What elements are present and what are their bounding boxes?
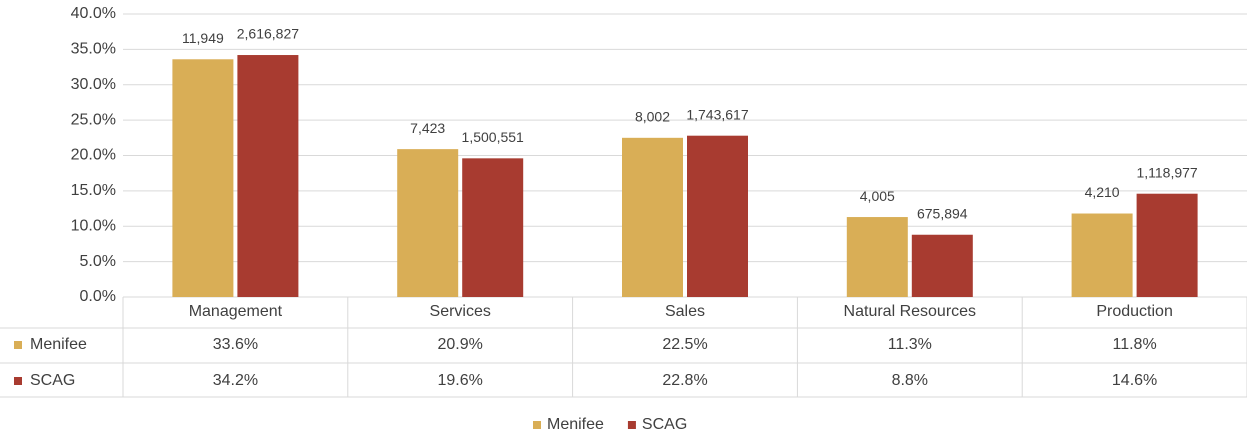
data-label: 4,005: [860, 188, 895, 204]
x-tick-label: Sales: [665, 303, 705, 320]
y-tick-label: 10.0%: [71, 217, 116, 234]
x-tick-label: Services: [430, 303, 491, 320]
bar: [172, 59, 234, 297]
data-label: 675,894: [917, 205, 968, 221]
bar: [911, 234, 973, 297]
y-tick-label: 20.0%: [71, 147, 116, 164]
bar: [397, 149, 459, 297]
table-cell: 14.6%: [1112, 372, 1157, 389]
data-label: 11,949: [182, 30, 224, 46]
x-tick-label: Natural Resources: [844, 303, 977, 320]
legend-key: [533, 421, 541, 429]
legend-key: [14, 377, 22, 385]
table-cell: 8.8%: [892, 372, 928, 389]
legend-label: SCAG: [30, 372, 75, 389]
table-cell: 20.9%: [438, 336, 483, 353]
legend-label: SCAG: [642, 416, 687, 433]
y-tick-label: 35.0%: [71, 41, 116, 58]
legend-key: [14, 341, 22, 349]
table-cell: 22.5%: [662, 336, 707, 353]
table-cell: 22.8%: [662, 372, 707, 389]
bar: [1136, 193, 1198, 297]
legend-label: Menifee: [547, 416, 604, 433]
data-label: 1,743,617: [686, 106, 748, 122]
x-tick-label: Management: [189, 303, 283, 320]
data-label: 7,423: [410, 120, 445, 136]
y-tick-label: 30.0%: [71, 76, 116, 93]
y-tick-label: 0.0%: [80, 288, 116, 305]
bar: [687, 135, 748, 297]
data-label: 1,500,551: [462, 129, 524, 145]
data-label: 4,210: [1085, 184, 1120, 200]
table-cell: 34.2%: [213, 372, 258, 389]
bar: [462, 158, 524, 297]
data-label: 2,616,827: [237, 26, 299, 42]
y-tick-label: 25.0%: [71, 111, 116, 128]
table-cell: 33.6%: [213, 336, 258, 353]
bar: [1071, 213, 1133, 297]
legend-label: Menifee: [30, 336, 87, 353]
bar: [237, 55, 299, 297]
table-cell: 19.6%: [438, 372, 483, 389]
y-tick-label: 15.0%: [71, 182, 116, 199]
legend-key: [627, 421, 636, 429]
y-tick-label: 40.0%: [71, 5, 116, 22]
x-tick-label: Production: [1096, 303, 1173, 320]
y-tick-label: 5.0%: [80, 253, 116, 270]
data-label: 1,118,977: [1136, 164, 1197, 180]
bar: [622, 137, 683, 297]
table-cell: 11.8%: [1113, 336, 1157, 353]
bar: [846, 217, 908, 297]
table-cell: 11.3%: [888, 336, 932, 353]
data-label: 8,002: [635, 109, 670, 125]
